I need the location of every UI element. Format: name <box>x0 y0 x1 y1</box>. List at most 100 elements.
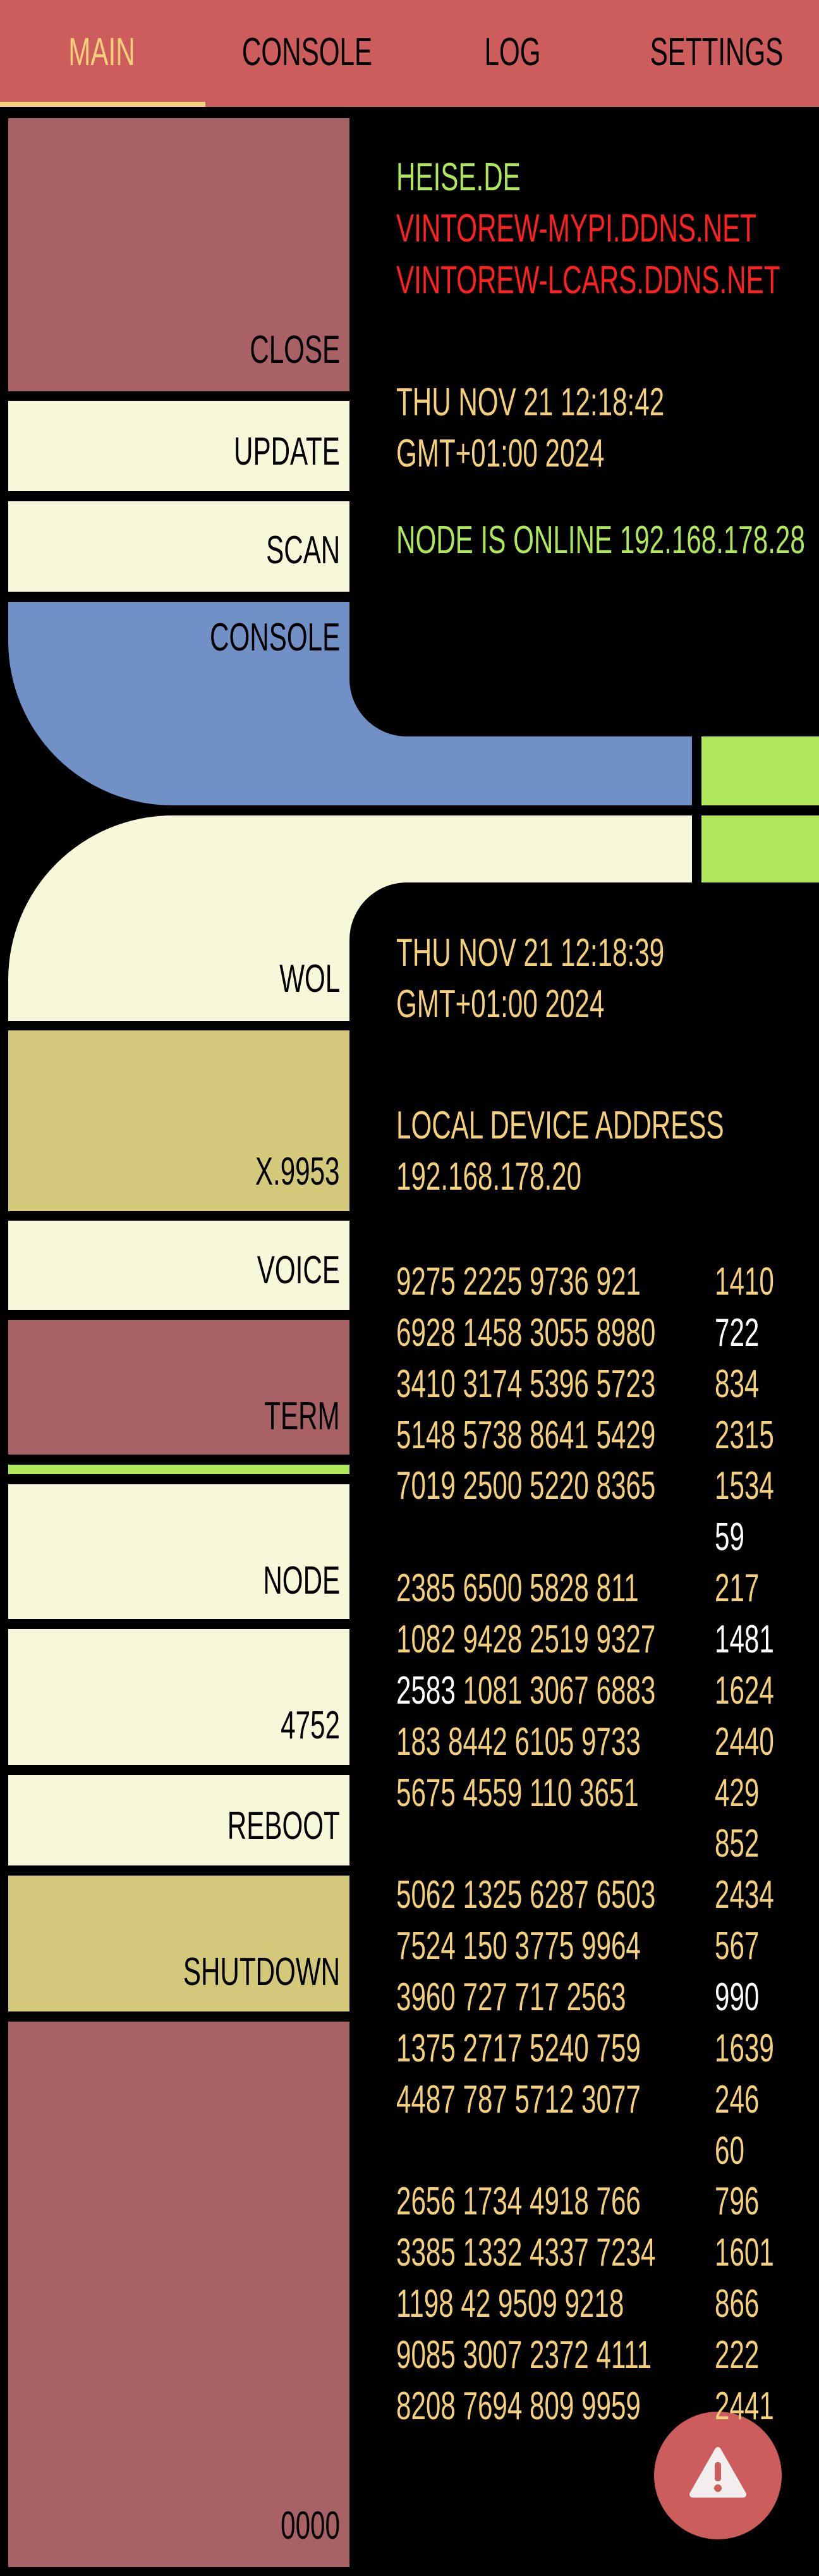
number-row: 8208 7694 809 9959 <box>396 2384 641 2429</box>
number-row: 1082 9428 2519 9327 <box>396 1618 655 1662</box>
button-label[interactable]: TERM <box>264 1395 340 1438</box>
clock: THU NOV 21 12:18:39 <box>396 931 665 975</box>
number-group: 3385 1332 4337 7234 <box>396 2231 656 2275</box>
number-highlight: 2583 <box>396 1668 456 1712</box>
tab[interactable]: CONSOLE <box>241 30 373 74</box>
status-text: NODE IS ONLINE 192.168.178.28 <box>396 518 805 563</box>
number-group: 9085 3007 2372 4111 <box>396 2333 652 2378</box>
number-value: 2441 <box>715 2384 774 2428</box>
number-group: 8208 7694 809 9959 <box>396 2384 641 2428</box>
number-value: 429 <box>715 1771 760 1815</box>
number-group: 1198 42 9509 9218 <box>396 2282 624 2326</box>
local-address: 192.168.178.20 <box>396 1154 582 1199</box>
number-row: 183 8442 6105 9733 <box>396 1720 641 1764</box>
number-row: 5148 5738 8641 5429 <box>396 1413 655 1458</box>
number-value: 2315 <box>715 1413 774 1457</box>
number-group: 6928 1458 3055 8980 <box>396 1310 656 1355</box>
button-label[interactable]: SHUTDOWN <box>183 1950 340 1994</box>
number-row: 2656 1734 4918 766 <box>396 2180 641 2224</box>
alert-icon-mark <box>715 2462 721 2481</box>
alert-button[interactable] <box>654 2412 782 2539</box>
button[interactable] <box>8 118 349 391</box>
elbow-button[interactable] <box>8 815 692 1021</box>
button-label[interactable]: NODE <box>263 1559 340 1602</box>
number-group: 3410 3174 5396 5723 <box>396 1362 656 1406</box>
number-row: 9085 3007 2372 4111 <box>396 2333 652 2378</box>
button[interactable] <box>8 1484 349 1619</box>
button[interactable] <box>8 1030 349 1211</box>
number-group: 7019 2500 5220 8365 <box>396 1464 656 1508</box>
number-value: 567 <box>715 1924 760 1969</box>
button-label[interactable]: REBOOT <box>227 1804 340 1848</box>
button[interactable] <box>8 1320 349 1455</box>
number-value: 2440 <box>715 1719 774 1764</box>
number-row: 5062 1325 6287 6503 <box>396 1873 655 1917</box>
number-row: 1375 2717 5240 759 <box>396 2027 641 2071</box>
local-address: LOCAL DEVICE ADDRESS <box>396 1104 724 1147</box>
button-label[interactable]: UPDATE <box>234 430 340 473</box>
number-group: 2385 6500 5828 811 <box>396 1566 639 1611</box>
number-group: 1375 2717 5240 759 <box>396 2026 641 2070</box>
button[interactable] <box>8 1775 349 1865</box>
button-label[interactable]: X.9953 <box>255 1150 340 1193</box>
button[interactable] <box>8 1876 349 2011</box>
tab[interactable]: LOG <box>484 30 541 74</box>
number-value: 722 <box>715 1310 760 1355</box>
clock: GMT+01:00 2024 <box>396 982 605 1026</box>
tab-bar <box>0 0 819 107</box>
tab-underline <box>0 102 205 107</box>
number-group: 1082 9428 2519 9327 <box>396 1618 656 1662</box>
number-row: 2385 6500 5828 811 <box>396 1566 639 1611</box>
number-group: 5675 4559 110 3651 <box>396 1771 639 1815</box>
number-value: 246 <box>715 2077 760 2121</box>
elbow-button[interactable] <box>8 602 692 805</box>
number-value: 217 <box>715 1566 760 1611</box>
number-value: 1601 <box>715 2231 774 2275</box>
bar-block <box>701 815 819 882</box>
number-value: 866 <box>715 2282 760 2326</box>
clock: GMT+01:00 2024 <box>396 431 605 475</box>
button[interactable] <box>8 1221 349 1310</box>
bar-block <box>701 736 819 805</box>
number-value: 2434 <box>715 1873 774 1917</box>
number-row: 7524 150 3775 9964 <box>396 1924 641 1969</box>
number-value: 990 <box>715 1975 760 2020</box>
number-row: 3410 3174 5396 5723 <box>396 1362 655 1407</box>
number-value: 222 <box>715 2333 760 2378</box>
number-group: 7524 150 3775 9964 <box>396 1924 641 1969</box>
number-group: 3960 727 717 2563 <box>396 1975 626 2020</box>
number-group: 5062 1325 6287 6503 <box>396 1873 656 1917</box>
tab[interactable]: MAIN <box>68 30 135 74</box>
button-label[interactable]: VOICE <box>257 1248 340 1292</box>
number-group: 2656 1734 4918 766 <box>396 2180 641 2224</box>
button[interactable] <box>8 1629 349 1765</box>
number-value: 834 <box>715 1362 760 1406</box>
clock: THU NOV 21 12:18:42 <box>396 381 665 424</box>
button-label[interactable]: 4752 <box>281 1704 340 1747</box>
divider <box>8 1465 349 1474</box>
button[interactable] <box>8 401 349 491</box>
number-row: 5675 4559 110 3651 <box>396 1771 639 1816</box>
button[interactable] <box>8 2022 349 2567</box>
tab[interactable]: SETTINGS <box>650 30 784 74</box>
number-value: 1410 <box>715 1260 774 1303</box>
number-value: 1639 <box>715 2026 774 2070</box>
number-group: 9275 2225 9736 921 <box>396 1260 641 1303</box>
number-row: 2583 1081 3067 6883 <box>396 1669 655 1713</box>
host-name: VINTOREW-LCARS.DDNS.NET <box>396 258 780 302</box>
button-label[interactable]: SCAN <box>265 528 340 572</box>
host-name: VINTOREW-MYPI.DDNS.NET <box>396 207 756 251</box>
number-value: 59 <box>715 1515 744 1560</box>
button-label[interactable]: CLOSE <box>250 328 340 372</box>
number-value: 1481 <box>715 1618 774 1662</box>
number-row: 4487 787 5712 3077 <box>396 2078 641 2122</box>
number-group: 1081 3067 6883 <box>463 1668 656 1712</box>
number-row: 6928 1458 3055 8980 <box>396 1311 655 1355</box>
button[interactable] <box>8 501 349 592</box>
button-label[interactable]: WOL <box>279 957 340 1001</box>
button-label[interactable]: CONSOLE <box>209 616 340 659</box>
number-value: 1624 <box>715 1668 774 1712</box>
button-label[interactable]: 0000 <box>281 2504 340 2548</box>
